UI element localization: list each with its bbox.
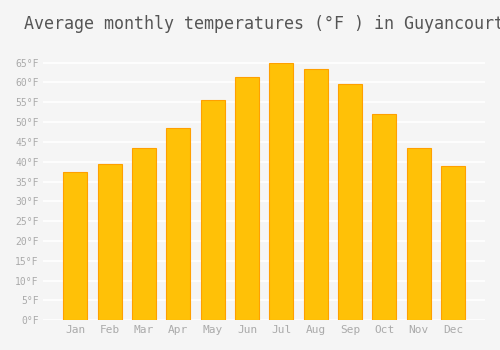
Bar [406, 148, 430, 320]
Bar [441, 166, 465, 320]
Bar [166, 128, 190, 320]
Bar [372, 114, 396, 320]
Bar [200, 100, 224, 320]
Bar [132, 148, 156, 320]
Bar [235, 77, 259, 320]
Bar [98, 164, 122, 320]
Bar [304, 69, 328, 320]
Bar [338, 84, 362, 320]
Title: Average monthly temperatures (°F ) in Guyancourt: Average monthly temperatures (°F ) in Gu… [24, 15, 500, 33]
Bar [270, 63, 293, 320]
Bar [64, 172, 88, 320]
